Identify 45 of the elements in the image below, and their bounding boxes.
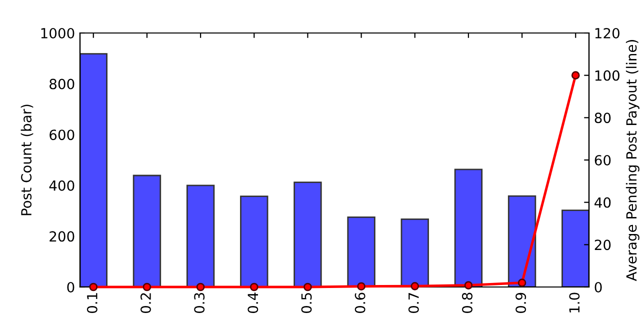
point [357, 282, 366, 291]
point [196, 282, 205, 292]
point [304, 282, 312, 292]
x-tick-label: 0.3 [194, 292, 205, 314]
x-tick-label: 0.2 [140, 293, 152, 314]
point [410, 282, 420, 290]
x-tick-label: 0.1 [86, 293, 98, 314]
x-tick-label: 0.4 [248, 292, 258, 314]
bar [562, 210, 589, 287]
y-tick-label: 800 [50, 78, 74, 90]
x-tick-label: 0.6 [354, 292, 366, 314]
y2-tick-label: 60 [594, 154, 611, 166]
y-axis-title: Post Count (bar) [20, 104, 34, 216]
bar [347, 216, 376, 287]
y-tick-label: 0 [67, 282, 74, 292]
y-tick-label: 400 [49, 180, 74, 191]
x-tick-label: 0.8 [462, 292, 472, 314]
point [250, 282, 258, 292]
x-tick-label: 0.5 [301, 293, 312, 314]
bar [80, 53, 108, 287]
point [464, 281, 473, 290]
bar [240, 196, 268, 287]
x-tick-label: 0.7 [408, 293, 419, 314]
point [142, 282, 152, 292]
point [571, 71, 580, 80]
x-tick-label: 1.0 [569, 292, 580, 312]
bar [454, 168, 483, 287]
y2-axis-title: Average Pending Post Payout (line) [626, 40, 640, 282]
y-tick-label: 1000 [41, 28, 74, 38]
bar [186, 184, 215, 287]
y2-tick-label: 120 [595, 28, 620, 38]
point [89, 282, 98, 292]
y2-tick-label: 100 [595, 70, 620, 81]
bar [132, 174, 162, 287]
y2-tick-label: 40 [594, 197, 611, 208]
point [518, 278, 526, 287]
y2-tick-label: 20 [594, 240, 611, 250]
y2-tick-label: 80 [594, 112, 611, 124]
x-tick-label: 0.9 [516, 292, 526, 314]
bar [508, 195, 536, 287]
bar [400, 218, 429, 287]
y2-tick-label: 0 [594, 282, 602, 292]
y-tick-label: 200 [50, 231, 74, 242]
y-tick-label: 600 [50, 130, 74, 140]
bar [294, 182, 322, 287]
